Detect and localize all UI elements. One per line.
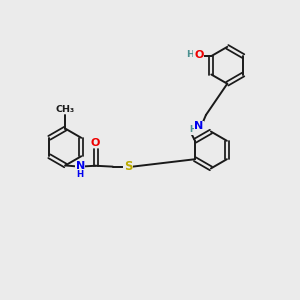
Text: O: O — [194, 50, 203, 60]
Text: N: N — [76, 161, 85, 171]
Text: H: H — [76, 170, 84, 179]
Text: CH₃: CH₃ — [56, 105, 75, 114]
Text: H: H — [186, 50, 194, 59]
Text: O: O — [91, 138, 100, 148]
Text: S: S — [124, 160, 133, 173]
Text: N: N — [194, 121, 203, 131]
Text: H: H — [189, 125, 197, 134]
